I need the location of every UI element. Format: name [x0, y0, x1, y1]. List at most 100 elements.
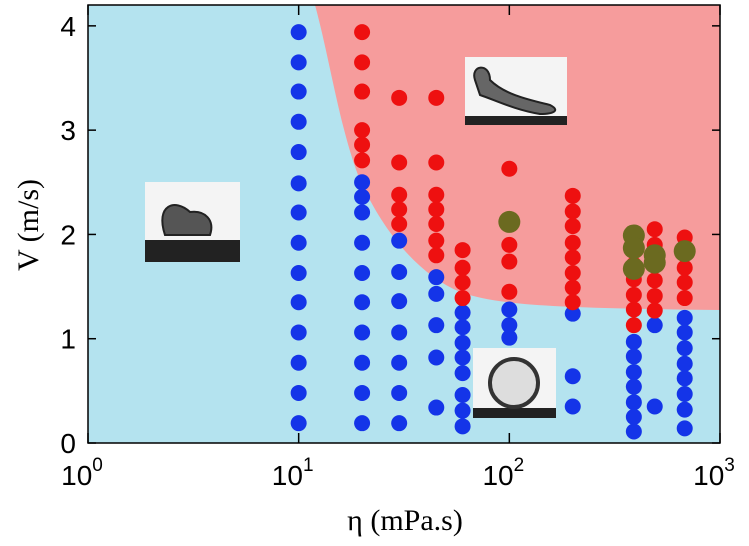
point [290, 113, 307, 130]
point [646, 287, 663, 304]
point [646, 272, 663, 289]
point [391, 89, 408, 106]
point [564, 249, 581, 266]
point [454, 387, 471, 404]
point [454, 334, 471, 351]
point [354, 136, 371, 153]
inset-left [145, 182, 240, 262]
point [391, 415, 408, 432]
point [354, 234, 371, 251]
point [428, 269, 445, 286]
point [676, 290, 693, 307]
point [454, 319, 471, 336]
point [428, 317, 445, 334]
y-tick-label: 2 [60, 219, 76, 250]
point [622, 257, 645, 280]
point [428, 186, 445, 203]
point [643, 251, 666, 274]
point [354, 204, 371, 221]
point [454, 274, 471, 291]
point [498, 210, 521, 233]
point [290, 24, 307, 41]
point [625, 394, 642, 411]
point [564, 398, 581, 415]
point [564, 203, 581, 220]
point [564, 279, 581, 296]
point [391, 216, 408, 232]
point [501, 329, 518, 346]
point [501, 283, 518, 300]
x-tick-base: 10 [693, 460, 724, 491]
point [391, 201, 408, 218]
x-tick-exponent: 1 [303, 455, 314, 476]
point [625, 378, 642, 395]
point [391, 263, 408, 280]
point [391, 324, 408, 341]
point [625, 408, 642, 425]
point [625, 348, 642, 365]
x-tick-label: 101 [272, 455, 314, 491]
x-tick-exponent: 0 [92, 455, 103, 476]
point [564, 234, 581, 251]
point [391, 354, 408, 371]
x-tick-label: 100 [61, 455, 103, 491]
point [354, 294, 371, 311]
point [354, 174, 371, 191]
point [454, 349, 471, 366]
point [290, 144, 307, 161]
point [290, 384, 307, 401]
x-tick-exponent: 2 [514, 455, 525, 476]
point [391, 293, 408, 310]
x-tick-base: 10 [61, 460, 92, 491]
point [354, 265, 371, 282]
point [354, 188, 371, 205]
point [676, 309, 693, 326]
point [290, 354, 307, 371]
point [428, 232, 445, 249]
point [501, 236, 518, 253]
x-tick-label: 102 [482, 455, 524, 491]
point [354, 24, 371, 41]
point [428, 285, 445, 302]
point [501, 253, 518, 270]
point [564, 305, 581, 322]
point [290, 234, 307, 251]
point [622, 236, 645, 259]
point [625, 286, 642, 303]
point [564, 368, 581, 385]
point [354, 122, 371, 139]
point [676, 274, 693, 291]
point [454, 290, 471, 307]
point [391, 186, 408, 203]
point [354, 83, 371, 100]
point [564, 187, 581, 204]
point [673, 240, 696, 263]
point [428, 154, 445, 171]
point [454, 365, 471, 382]
point [354, 384, 371, 401]
y-tick-label: 1 [60, 324, 76, 355]
point [676, 370, 693, 387]
point [290, 415, 307, 432]
point [501, 160, 518, 177]
point [290, 265, 307, 282]
point [676, 401, 693, 418]
y-axis-label: V (m/s) [12, 179, 45, 271]
point [290, 204, 307, 221]
y-tick-label: 0 [60, 428, 76, 459]
point [501, 301, 518, 318]
point [676, 385, 693, 402]
point [428, 216, 445, 232]
point [625, 364, 642, 381]
point [354, 354, 371, 371]
point [625, 301, 642, 318]
point [290, 175, 307, 192]
y-tick-label: 3 [60, 115, 76, 146]
point [428, 349, 445, 366]
inset-top [465, 57, 567, 125]
point [354, 152, 371, 169]
point [501, 317, 518, 334]
point [354, 415, 371, 432]
point [676, 324, 693, 341]
